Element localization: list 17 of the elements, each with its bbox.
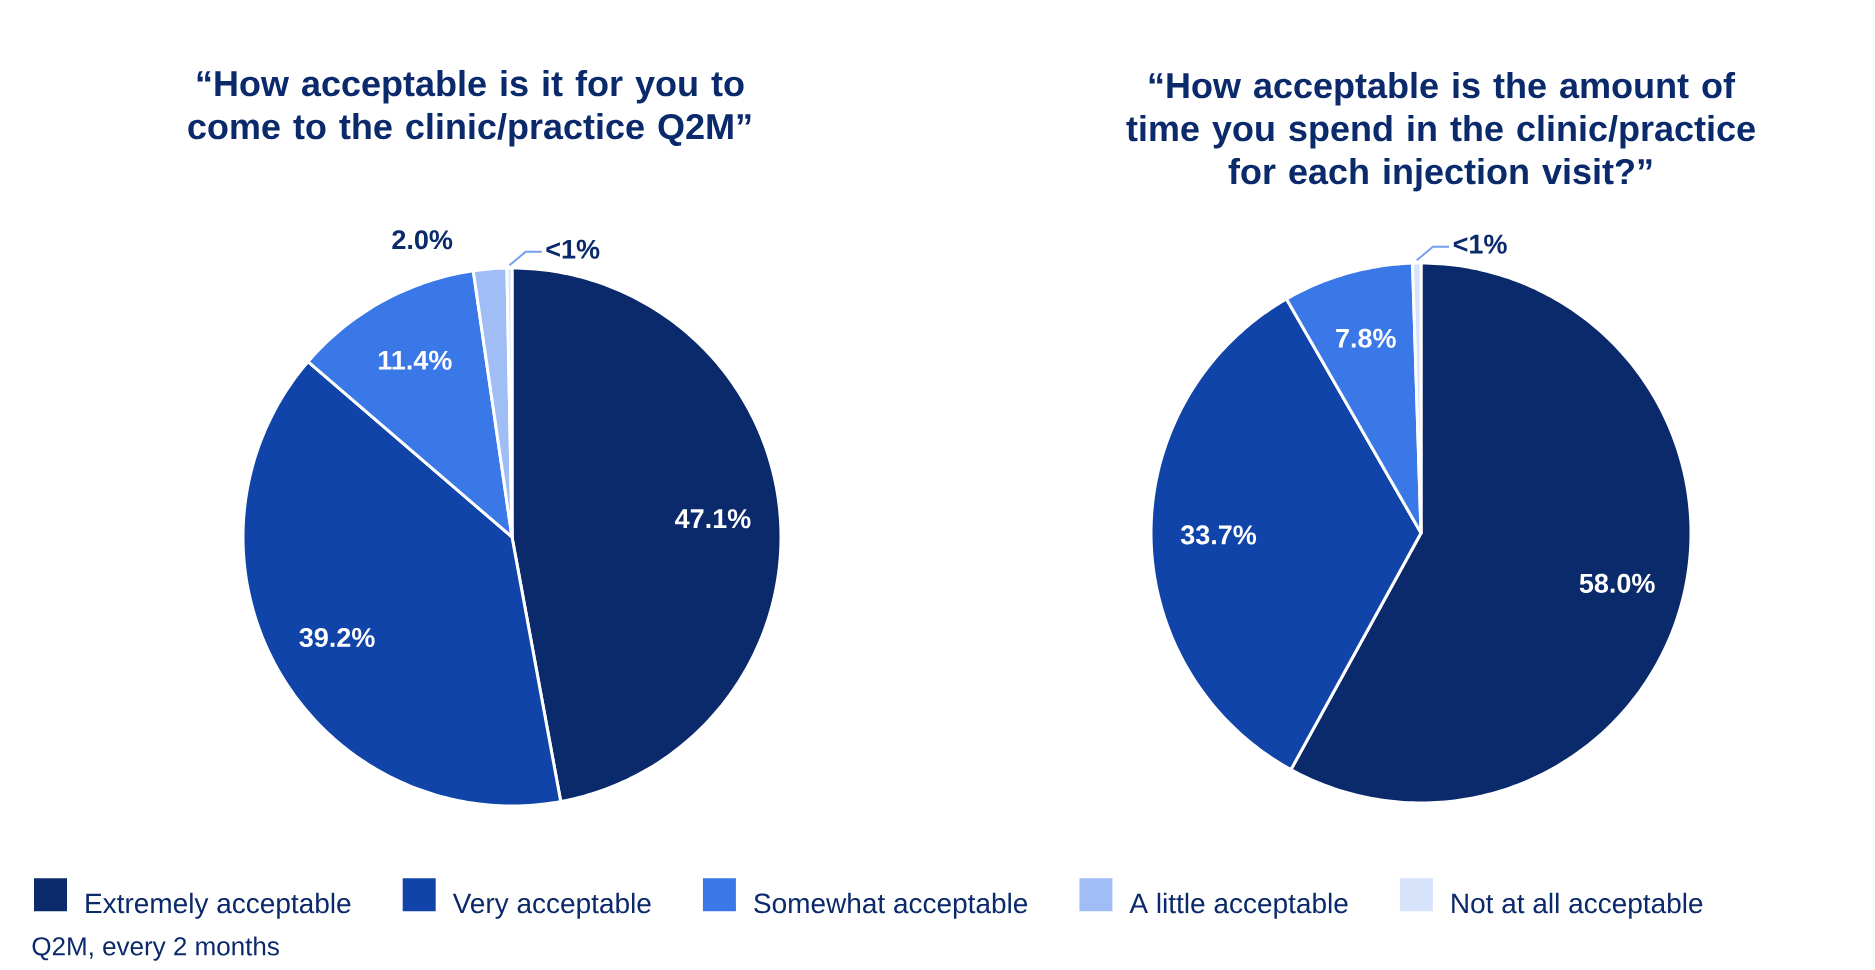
legend-label: Somewhat acceptable bbox=[754, 892, 1028, 919]
legend-label: Not at all acceptable bbox=[1452, 892, 1703, 919]
data-label: 58.0% bbox=[1579, 573, 1655, 593]
data-label: 33.7% bbox=[1180, 525, 1257, 545]
data-label: 39.2% bbox=[299, 627, 375, 648]
legend-label: Extremely acceptable bbox=[86, 892, 351, 919]
legend-label: Very acceptable bbox=[452, 892, 651, 919]
data-label: 7.8% bbox=[1336, 328, 1396, 348]
data-label: <1% bbox=[1453, 234, 1507, 254]
data-label: 47.1% bbox=[675, 509, 751, 529]
data-label: <1% bbox=[546, 239, 600, 259]
text: Q2M, every 2 months bbox=[32, 936, 279, 961]
data-label: 2.0% bbox=[392, 230, 453, 250]
legend-label: A little acceptable bbox=[1129, 892, 1348, 919]
chart-title: “How acceptable is the amount of time you spend in the clinic/practice for each injection visit?” bbox=[1126, 71, 1755, 192]
data-label: 11.4% bbox=[378, 350, 452, 370]
chart-title: “How acceptable is it for you to come to the clinic/practice Q2M” bbox=[188, 69, 751, 147]
